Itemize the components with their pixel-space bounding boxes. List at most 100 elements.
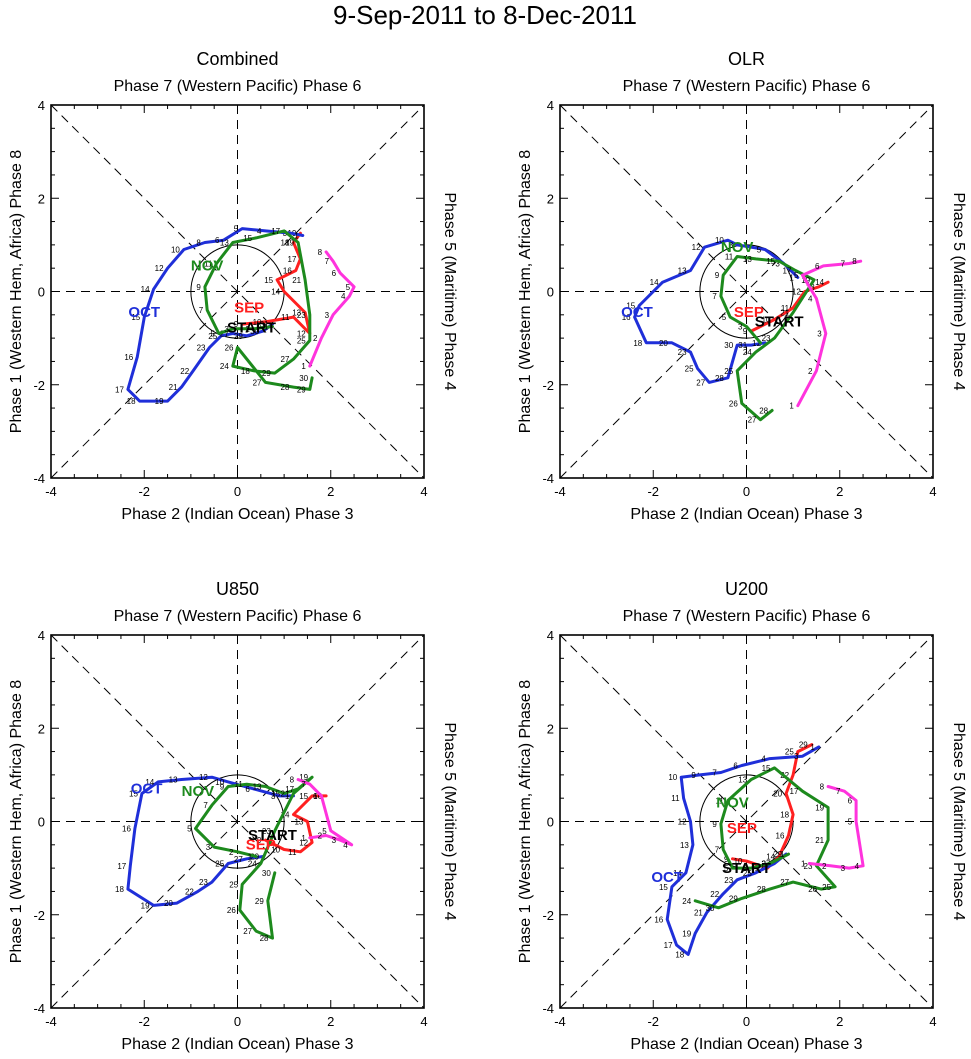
- series-line-nov: [719, 255, 816, 422]
- day-label: 21: [292, 276, 301, 285]
- day-label: 16: [776, 831, 785, 840]
- day-label: 24: [220, 362, 229, 371]
- day-label: 16: [124, 353, 133, 362]
- day-label: 22: [180, 367, 189, 376]
- day-label: 15: [129, 790, 138, 799]
- day-label: 18: [115, 885, 124, 894]
- x-tick-label: 2: [836, 1014, 843, 1029]
- day-label: 15: [766, 257, 775, 266]
- y-tick-label: 4: [547, 98, 554, 113]
- day-label: 19: [141, 901, 150, 910]
- day-label: 17: [790, 787, 799, 796]
- day-label: 21: [780, 308, 789, 317]
- month-label-sep: SEP: [246, 836, 276, 853]
- month-label-sep: SEP: [734, 304, 764, 321]
- axis-label-top: Phase 7 (Western Pacific) Phase 6: [623, 608, 871, 625]
- day-label: 14: [815, 278, 824, 287]
- month-label-sep: SEP: [727, 820, 757, 837]
- axis-label-top: Phase 7 (Western Pacific) Phase 6: [114, 78, 362, 95]
- y-tick-label: 2: [547, 721, 554, 736]
- series-line-sep: [240, 231, 312, 335]
- day-label: 13: [743, 255, 752, 264]
- y-tick-label: 0: [547, 285, 554, 300]
- day-label: 21: [169, 383, 178, 392]
- day-label: 16: [313, 792, 322, 801]
- day-label: 15: [626, 301, 635, 310]
- day-label: 12: [199, 773, 208, 782]
- day-label: 25: [743, 869, 752, 878]
- day-label: 13: [680, 841, 689, 850]
- day-label: 7: [715, 845, 720, 854]
- day-label: 29: [799, 741, 808, 750]
- day-label: 18: [675, 950, 684, 959]
- y-tick-label: 0: [547, 815, 554, 830]
- day-label: 19: [815, 804, 824, 813]
- axis-label-top: Phase 7 (Western Pacific) Phase 6: [623, 78, 871, 95]
- day-label: 11: [281, 313, 290, 322]
- series-line-dec: [308, 250, 356, 368]
- day-label: 13: [295, 818, 304, 827]
- day-label: 10: [762, 315, 771, 324]
- day-label: 23: [678, 348, 687, 357]
- x-tick-label: 0: [234, 484, 241, 499]
- month-label-sep: SEP: [234, 299, 264, 316]
- series-line-nov: [203, 229, 314, 391]
- x-tick-label: -2: [138, 1014, 150, 1029]
- day-label: 10: [668, 773, 677, 782]
- day-label: 20: [659, 339, 668, 348]
- day-label: 5: [187, 824, 192, 833]
- day-label: 30: [262, 869, 271, 878]
- panel-title: OLR: [728, 49, 765, 69]
- axis-label-right: Phase 5 (Maritime) Phase 4: [441, 192, 458, 390]
- day-label: 8: [729, 241, 734, 250]
- day-label: 18: [241, 367, 250, 376]
- day-label: 10: [215, 778, 224, 787]
- y-tick-label: 0: [38, 285, 45, 300]
- day-label: 1: [248, 852, 253, 861]
- panel-combined: Combined Phase 7 (Western Pacific) Phase …: [8, 49, 458, 523]
- day-label: 27: [220, 329, 229, 338]
- x-tick-label: -4: [45, 484, 57, 499]
- day-label: 30: [724, 341, 733, 350]
- x-tick-label: -2: [647, 484, 659, 499]
- day-label: 7: [836, 787, 841, 796]
- day-label: 7: [841, 260, 846, 269]
- day-label: 25: [215, 859, 224, 868]
- series-line-oct: [126, 227, 305, 403]
- day-label: 17: [783, 267, 792, 276]
- day-label: 29: [255, 897, 264, 906]
- day-label: 25: [822, 883, 831, 892]
- day-label: 3: [775, 260, 780, 269]
- day-label: 28: [759, 406, 768, 415]
- day-label: 27: [281, 355, 290, 364]
- day-label: 1: [285, 792, 290, 801]
- day-label: 4: [761, 755, 766, 764]
- day-label: 14: [673, 869, 682, 878]
- axis-label-left: Phase 1 (Western Hem, Africa) Phase 8: [517, 680, 534, 963]
- day-label: 23: [804, 862, 813, 871]
- day-label: 27: [234, 855, 243, 864]
- y-tick-label: -4: [542, 1001, 554, 1016]
- day-label: 15: [243, 234, 252, 243]
- day-label: 7: [199, 306, 204, 315]
- day-label: 1: [301, 362, 306, 371]
- day-label: 28: [715, 374, 724, 383]
- day-label: 27: [748, 416, 757, 425]
- day-label: 6: [245, 785, 250, 794]
- panel-title: Combined: [196, 49, 278, 69]
- day-label: 5: [757, 246, 762, 255]
- day-label: 10: [171, 246, 180, 255]
- day-label: 28: [260, 934, 269, 943]
- day-label: 6: [313, 792, 318, 801]
- panel-grid: Combined Phase 7 (Western Pacific) Phase …: [8, 49, 967, 1053]
- panel-title: U200: [725, 579, 768, 599]
- x-tick-label: -4: [45, 1014, 57, 1029]
- panel-title: U850: [216, 579, 259, 599]
- day-label: 22: [185, 887, 194, 896]
- day-label: 3: [332, 836, 337, 845]
- month-label-nov: NOV: [182, 783, 215, 800]
- day-label: 7: [712, 292, 717, 301]
- day-label: 3: [794, 752, 799, 761]
- day-label: 14: [281, 811, 290, 820]
- day-label: 8: [196, 239, 201, 248]
